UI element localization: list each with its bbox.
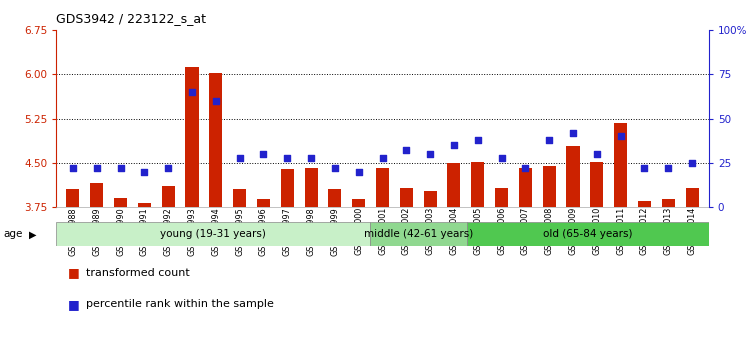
FancyBboxPatch shape bbox=[467, 222, 709, 246]
Point bbox=[448, 142, 460, 148]
Text: transformed count: transformed count bbox=[86, 268, 190, 278]
Text: ■: ■ bbox=[68, 266, 80, 279]
Bar bbox=[90, 183, 104, 207]
Bar bbox=[471, 162, 484, 207]
Bar bbox=[376, 167, 389, 207]
Bar bbox=[185, 67, 199, 207]
Point bbox=[233, 155, 245, 160]
Bar bbox=[448, 163, 460, 207]
Point bbox=[138, 169, 150, 175]
Text: ▶: ▶ bbox=[28, 229, 36, 239]
Bar bbox=[519, 167, 532, 207]
Point bbox=[115, 165, 127, 171]
Point bbox=[186, 89, 198, 95]
Bar bbox=[662, 199, 675, 207]
Text: middle (42-61 years): middle (42-61 years) bbox=[364, 229, 473, 239]
Point bbox=[615, 133, 627, 139]
Bar bbox=[590, 162, 603, 207]
Bar bbox=[495, 188, 508, 207]
Text: GDS3942 / 223122_s_at: GDS3942 / 223122_s_at bbox=[56, 12, 206, 25]
Point bbox=[376, 155, 388, 160]
Point bbox=[496, 155, 508, 160]
Bar bbox=[352, 199, 365, 207]
Text: percentile rank within the sample: percentile rank within the sample bbox=[86, 299, 274, 309]
Point bbox=[472, 137, 484, 143]
Bar bbox=[257, 199, 270, 207]
Bar bbox=[328, 189, 341, 207]
Point bbox=[67, 165, 79, 171]
Text: age: age bbox=[4, 229, 23, 239]
Point bbox=[543, 137, 555, 143]
Point bbox=[638, 165, 650, 171]
Bar bbox=[162, 187, 175, 207]
Bar bbox=[543, 166, 556, 207]
Point bbox=[328, 165, 340, 171]
Bar bbox=[114, 198, 127, 207]
Point bbox=[424, 151, 436, 157]
Bar bbox=[566, 146, 580, 207]
Point bbox=[591, 151, 603, 157]
Point bbox=[162, 165, 174, 171]
Point bbox=[91, 165, 103, 171]
FancyBboxPatch shape bbox=[56, 222, 370, 246]
Point bbox=[520, 165, 532, 171]
Bar bbox=[209, 73, 222, 207]
Bar bbox=[400, 188, 412, 207]
Bar bbox=[138, 203, 151, 207]
Text: young (19-31 years): young (19-31 years) bbox=[160, 229, 266, 239]
Text: old (65-84 years): old (65-84 years) bbox=[543, 229, 633, 239]
Bar bbox=[304, 167, 317, 207]
Bar bbox=[686, 188, 699, 207]
Bar bbox=[66, 189, 80, 207]
Point bbox=[662, 165, 674, 171]
Point bbox=[257, 151, 269, 157]
Point bbox=[305, 155, 317, 160]
Point bbox=[281, 155, 293, 160]
Bar bbox=[614, 123, 627, 207]
Bar bbox=[424, 191, 436, 207]
Bar bbox=[638, 201, 651, 207]
Bar bbox=[233, 189, 246, 207]
Point bbox=[352, 169, 364, 175]
Point bbox=[567, 130, 579, 136]
Point bbox=[400, 148, 412, 153]
Bar bbox=[280, 169, 294, 207]
FancyBboxPatch shape bbox=[370, 222, 467, 246]
Text: ■: ■ bbox=[68, 298, 80, 311]
Point bbox=[686, 160, 698, 166]
Point bbox=[210, 98, 222, 104]
